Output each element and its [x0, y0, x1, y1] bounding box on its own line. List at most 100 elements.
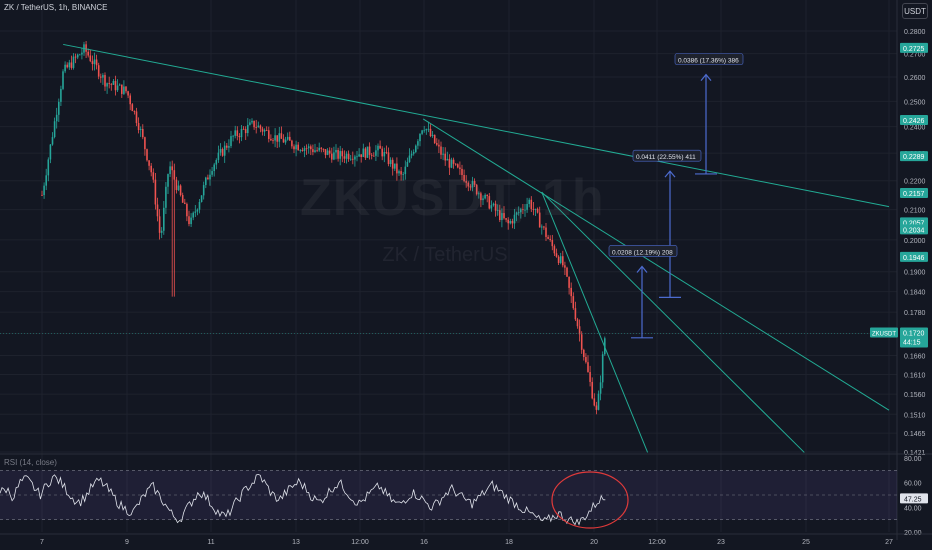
candle-body [173, 170, 176, 180]
candle-body [234, 130, 236, 136]
measure-tool-2[interactable]: 0.0411 (22.55%) 411 [632, 149, 702, 298]
candle-body [322, 148, 325, 150]
candle-body [385, 152, 388, 153]
candle-body [79, 54, 81, 56]
candle-body [467, 182, 470, 187]
time-axis[interactable]: 7 9 11 13 12:00 16 18 20 12:00 23 25 27 [0, 533, 932, 546]
candle-body [438, 144, 440, 147]
candle-body [461, 168, 463, 175]
candle-body [284, 139, 287, 143]
candle-body [177, 185, 180, 191]
candle-body [543, 226, 545, 228]
candle-body [165, 186, 167, 208]
candle-body [249, 122, 251, 125]
time-tick-label: 27 [885, 539, 893, 546]
candle-body [261, 128, 264, 132]
price-tick-label: 0.1900 [904, 270, 926, 277]
symbol-header[interactable]: ZK / TetherUS, 1h, BINANCE [4, 3, 108, 12]
candle-body [41, 194, 43, 196]
candle-body [370, 154, 373, 156]
price-tick-label: 0.2500 [904, 99, 926, 106]
candle-body [276, 135, 278, 142]
candle-body [129, 95, 131, 105]
candle-body [423, 130, 425, 132]
rsi-band [0, 470, 897, 520]
measure-tool-1[interactable]: 0.0386 (17.36%) 386 [674, 53, 744, 175]
watermark-pair: ZK / TetherUS [382, 244, 508, 266]
annotation-circle[interactable] [551, 471, 629, 529]
trendline-3[interactable] [541, 191, 805, 453]
candle-body [97, 65, 100, 77]
candle-body [580, 334, 583, 350]
candle-body [89, 55, 92, 62]
candle-body [200, 195, 203, 203]
candle-body [354, 156, 356, 160]
candle-body [139, 128, 142, 130]
candle-body [280, 133, 283, 139]
candle-body [236, 130, 239, 137]
candle-body [492, 203, 495, 206]
candle-body [70, 62, 73, 68]
candle-body [513, 214, 516, 224]
time-tick-label: 12:00 [351, 539, 369, 546]
candle-body [345, 153, 348, 159]
candle-body [538, 212, 541, 228]
candle-body [410, 153, 413, 156]
candle-body [310, 146, 312, 150]
candle-body [362, 148, 365, 158]
candle-body [601, 354, 604, 383]
candle-body [400, 171, 402, 175]
measure-tool-3[interactable]: 0.0208 (12.19%) 208 [608, 245, 678, 339]
currency-button[interactable]: USDT [902, 3, 928, 19]
candle-body [272, 140, 274, 142]
trendline-4[interactable] [541, 191, 649, 453]
candle-body [585, 356, 587, 363]
grid [0, 0, 897, 532]
candle-body [337, 149, 339, 159]
candle-body [360, 154, 362, 158]
trendlines[interactable] [63, 43, 890, 453]
candle-body [160, 230, 163, 233]
time-tick-label: 16 [420, 539, 428, 546]
candle-body [307, 146, 310, 149]
rsi-tick-label: 40.00 [904, 505, 922, 512]
candle-body [116, 85, 119, 91]
candle-body [66, 64, 68, 68]
candle-body [295, 144, 297, 150]
candle-body [454, 163, 457, 165]
candle-body [576, 319, 579, 327]
candle-body [528, 199, 530, 205]
candle-body [152, 172, 155, 180]
candle-body [349, 158, 352, 160]
candle-body [364, 148, 367, 158]
candle-body [545, 227, 547, 237]
candle-body [557, 256, 560, 263]
candle-body [524, 209, 526, 211]
candle-body [480, 193, 482, 201]
candle-body [433, 134, 436, 144]
candle-body [198, 202, 201, 210]
candle-body [431, 134, 434, 137]
candle-body [219, 149, 222, 153]
candle-body [213, 164, 215, 172]
candle-body [270, 138, 272, 141]
candle-body [520, 209, 522, 213]
candle-body [181, 195, 184, 203]
candle-body [207, 177, 209, 180]
candle-body [419, 133, 421, 142]
price-tick-label: 0.1780 [904, 310, 926, 317]
candle-body [226, 145, 228, 148]
candle-body [142, 128, 144, 138]
time-tick-label: 11 [207, 539, 214, 546]
trendline-2[interactable] [422, 118, 890, 411]
price-axis[interactable]: 0.28000.27000.26000.25000.24000.23000.22… [870, 0, 928, 540]
candle-body [209, 174, 211, 180]
candle-body [343, 156, 346, 159]
measurements[interactable]: 0.0386 (17.36%) 386 0.0411 (22.55%) 411 0.… [608, 53, 744, 339]
candle-body [507, 219, 509, 224]
trendline-1[interactable] [63, 43, 890, 208]
candle-body [347, 153, 350, 160]
candle-body [158, 216, 161, 233]
